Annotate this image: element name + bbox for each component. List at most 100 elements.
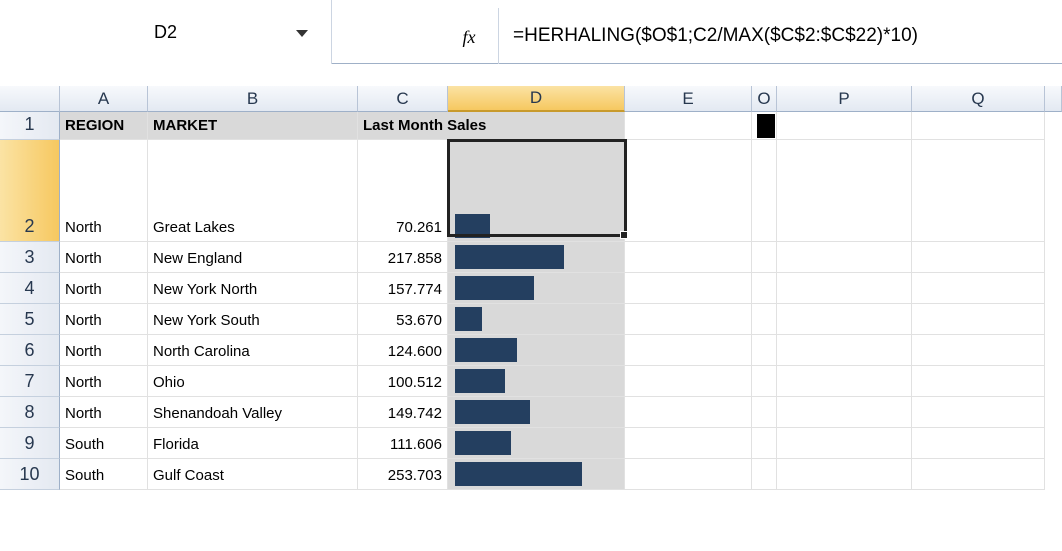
cell-sales: 149.742 — [358, 397, 448, 428]
cell-region: REGION — [60, 112, 148, 140]
formula-input[interactable]: =HERHALING($O$1;C2/MAX($C$2:$C$22)*10) — [498, 8, 1062, 64]
cell-empty — [777, 304, 912, 335]
row-header: 1 — [0, 112, 60, 140]
formula-bar: D2 fx =HERHALING($O$1;C2/MAX($C$2:$C$22)… — [0, 0, 1062, 64]
cell-empty — [625, 273, 752, 304]
cell-market: MARKET — [148, 112, 358, 140]
column-header: C — [358, 86, 448, 112]
cell-market: North Carolina — [148, 335, 358, 366]
cell-empty — [912, 242, 1045, 273]
cell-empty — [777, 242, 912, 273]
cell-empty — [752, 112, 777, 140]
cell-market: Ohio — [148, 366, 358, 397]
cell-market: Florida — [148, 428, 358, 459]
cell-market: Gulf Coast — [148, 459, 358, 490]
sales-bar — [455, 462, 582, 486]
o1-block — [757, 114, 775, 138]
cell-region: North — [60, 273, 148, 304]
column-header: A — [60, 86, 148, 112]
row-header: 2 — [0, 140, 60, 242]
cell-empty — [752, 459, 777, 490]
cell-empty — [912, 459, 1045, 490]
row-header: 8 — [0, 397, 60, 428]
selection-border — [447, 139, 627, 237]
cell-market: New England — [148, 242, 358, 273]
cell-empty — [777, 112, 912, 140]
sales-bar — [455, 369, 506, 393]
gap — [0, 64, 1062, 86]
row-header: 9 — [0, 428, 60, 459]
cell-empty — [625, 397, 752, 428]
cell-empty — [752, 273, 777, 304]
cell-empty — [912, 273, 1045, 304]
cell-empty — [912, 304, 1045, 335]
cell-market: New York South — [148, 304, 358, 335]
row-header: 4 — [0, 273, 60, 304]
cell-empty — [752, 397, 777, 428]
column-header: B — [148, 86, 358, 112]
cell-empty — [777, 366, 912, 397]
cell-empty — [912, 112, 1045, 140]
sales-bar — [455, 245, 565, 269]
cell-empty — [912, 366, 1045, 397]
cell-market: Great Lakes — [148, 140, 358, 242]
cell-sales: 217.858 — [358, 242, 448, 273]
cell-empty — [752, 304, 777, 335]
cell-region: North — [60, 140, 148, 242]
cell-empty — [777, 397, 912, 428]
cell-empty — [777, 428, 912, 459]
row-header: 7 — [0, 366, 60, 397]
row-header: 5 — [0, 304, 60, 335]
sales-bar — [455, 276, 534, 300]
sales-bar — [455, 400, 530, 424]
cell-empty — [752, 242, 777, 273]
column-header-blank — [1045, 86, 1062, 112]
cell-sales: 124.600 — [358, 335, 448, 366]
cell-sales: 53.670 — [358, 304, 448, 335]
cell-region: South — [60, 459, 148, 490]
sales-bar — [455, 307, 482, 331]
column-header: P — [777, 86, 912, 112]
cell-sales: 100.512 — [358, 366, 448, 397]
cell-region: South — [60, 428, 148, 459]
name-box[interactable]: D2 — [0, 0, 332, 64]
row-header: 3 — [0, 242, 60, 273]
column-header: O — [752, 86, 777, 112]
cell-empty — [625, 428, 752, 459]
cell-empty — [625, 459, 752, 490]
cell-empty — [777, 140, 912, 242]
cell-empty — [912, 428, 1045, 459]
cell-empty — [912, 397, 1045, 428]
cell-empty — [625, 140, 752, 242]
cell-sales: 157.774 — [358, 273, 448, 304]
sales-bar — [455, 338, 518, 362]
fx-button[interactable]: fx — [462, 26, 476, 47]
cell-empty — [625, 112, 752, 140]
column-header: Q — [912, 86, 1045, 112]
cell-sales: 70.261 — [358, 140, 448, 242]
fill-handle — [620, 231, 628, 239]
sales-bar — [455, 431, 511, 455]
cell-empty — [912, 335, 1045, 366]
dropdown-arrow[interactable] — [296, 30, 308, 37]
cell-empty — [777, 335, 912, 366]
row-header: 10 — [0, 459, 60, 490]
cell-empty — [752, 428, 777, 459]
cell-region: North — [60, 335, 148, 366]
cell-region: North — [60, 366, 148, 397]
cell-empty — [625, 304, 752, 335]
cell-market: New York North — [148, 273, 358, 304]
cell-empty — [777, 273, 912, 304]
cell-region: North — [60, 304, 148, 335]
column-header: D — [448, 86, 625, 112]
column-header: E — [625, 86, 752, 112]
cell-empty — [625, 335, 752, 366]
cell-market: Shenandoah Valley — [148, 397, 358, 428]
cell-empty — [625, 242, 752, 273]
cell-region: North — [60, 397, 148, 428]
cell-empty — [625, 366, 752, 397]
cell-empty — [752, 140, 777, 242]
cell-empty — [752, 335, 777, 366]
cell-region: North — [60, 242, 148, 273]
